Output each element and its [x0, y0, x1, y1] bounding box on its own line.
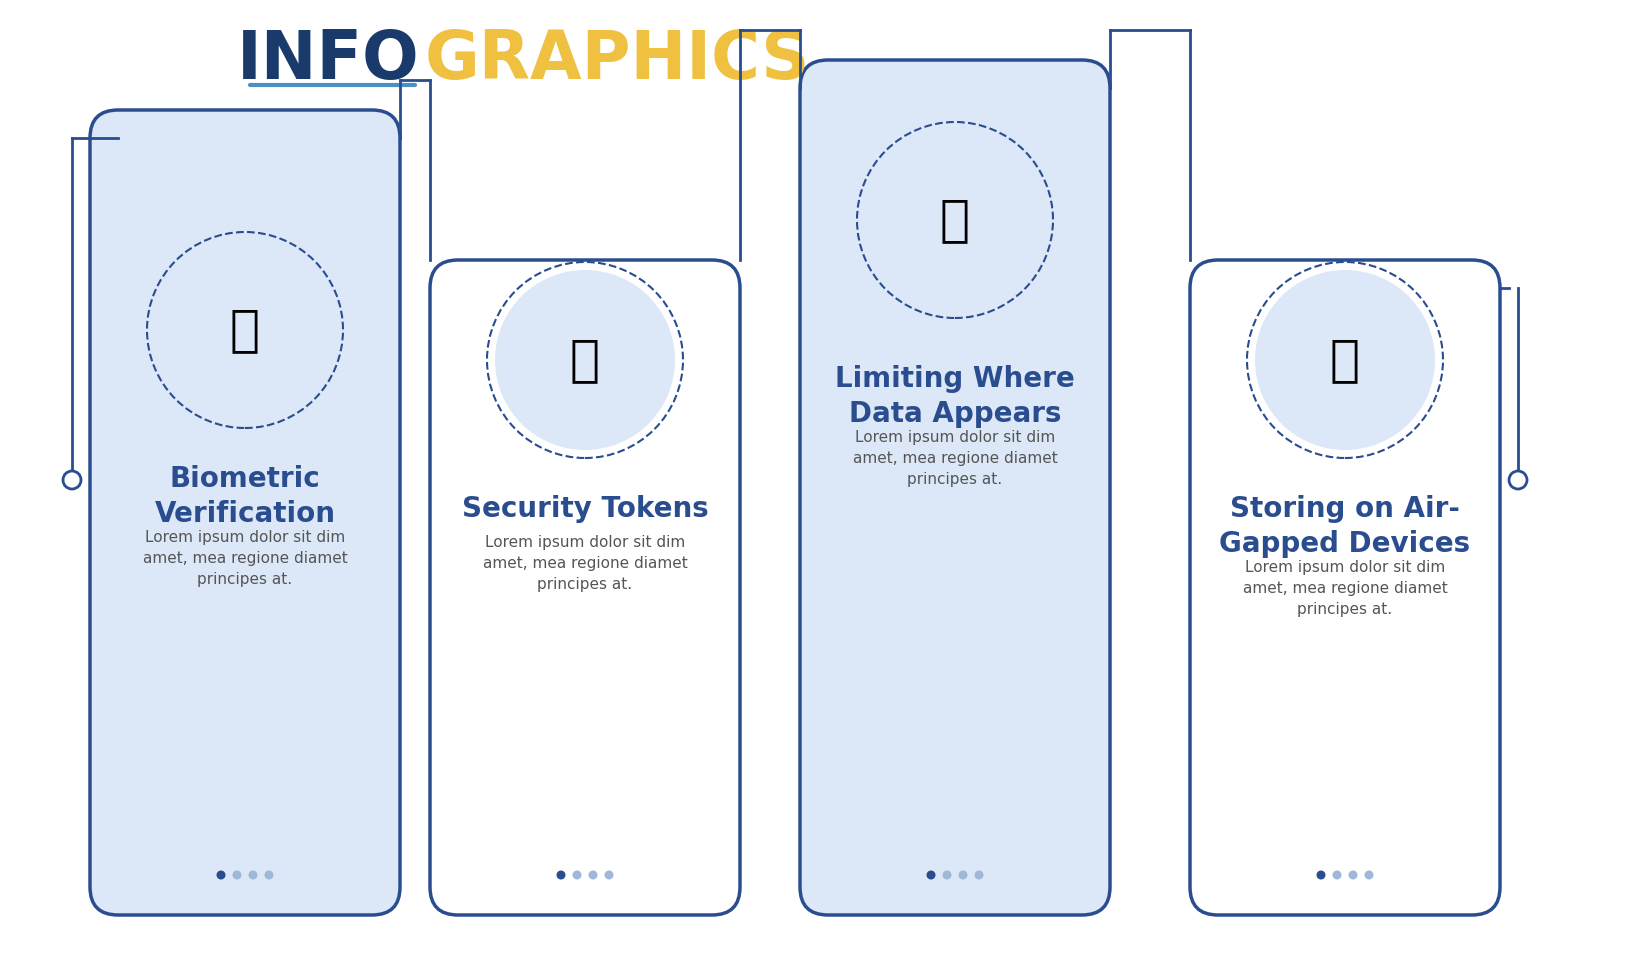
Text: Lorem ipsum dolor sit dim
amet, mea regione diamet
principes at.: Lorem ipsum dolor sit dim amet, mea regi…	[852, 430, 1058, 487]
Text: 🔒: 🔒	[230, 306, 259, 354]
Text: INFO: INFO	[237, 27, 419, 93]
Circle shape	[974, 870, 982, 879]
FancyBboxPatch shape	[90, 110, 400, 915]
Text: Lorem ipsum dolor sit dim
amet, mea regione diamet
principes at.: Lorem ipsum dolor sit dim amet, mea regi…	[483, 535, 687, 592]
Circle shape	[248, 870, 258, 879]
Circle shape	[1332, 870, 1340, 879]
Text: 🔍: 🔍	[940, 196, 969, 244]
Text: Lorem ipsum dolor sit dim
amet, mea regione diamet
principes at.: Lorem ipsum dolor sit dim amet, mea regi…	[1242, 560, 1446, 617]
Circle shape	[588, 870, 597, 879]
Circle shape	[1255, 270, 1435, 450]
Circle shape	[1508, 471, 1526, 489]
FancyBboxPatch shape	[429, 260, 739, 915]
Text: 🔐: 🔐	[570, 336, 599, 384]
FancyBboxPatch shape	[800, 60, 1110, 915]
Circle shape	[494, 270, 674, 450]
Circle shape	[232, 870, 242, 879]
Circle shape	[217, 870, 225, 879]
Circle shape	[604, 870, 614, 879]
Text: Biometric
Verification: Biometric Verification	[155, 465, 335, 527]
Circle shape	[925, 870, 935, 879]
Circle shape	[155, 240, 335, 420]
Text: Security Tokens: Security Tokens	[462, 495, 708, 523]
Text: Lorem ipsum dolor sit dim
amet, mea regione diamet
principes at.: Lorem ipsum dolor sit dim amet, mea regi…	[142, 530, 348, 587]
Circle shape	[573, 870, 581, 879]
Circle shape	[865, 130, 1044, 310]
Text: Limiting Where
Data Appears: Limiting Where Data Appears	[834, 365, 1074, 427]
Circle shape	[1315, 870, 1325, 879]
Circle shape	[958, 870, 966, 879]
Circle shape	[557, 870, 565, 879]
Circle shape	[1364, 870, 1373, 879]
Text: 💻: 💻	[1328, 336, 1359, 384]
FancyBboxPatch shape	[1190, 260, 1500, 915]
Text: GRAPHICS: GRAPHICS	[424, 27, 809, 93]
Circle shape	[264, 870, 273, 879]
Circle shape	[942, 870, 951, 879]
Text: Storing on Air-
Gapped Devices: Storing on Air- Gapped Devices	[1219, 495, 1470, 558]
Circle shape	[64, 471, 82, 489]
Circle shape	[1348, 870, 1356, 879]
